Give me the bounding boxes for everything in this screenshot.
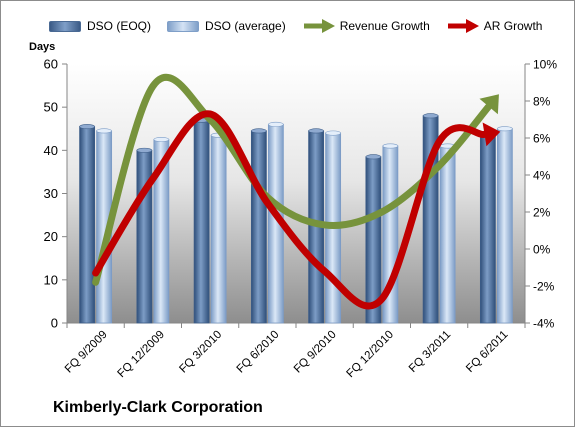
legend-item-dso-eoq: DSO (EOQ) xyxy=(49,19,151,33)
legend-label-dso-eoq: DSO (EOQ) xyxy=(87,19,152,33)
x-tick-label: FQ 3/2010 xyxy=(177,329,224,376)
bar-dso-eoq xyxy=(79,126,96,324)
chart-title: Kimberly-Clark Corporation xyxy=(53,399,263,416)
y-tick-label-left: 20 xyxy=(44,229,58,244)
y-tick-label-left: 50 xyxy=(44,100,58,115)
bar-top-dso-eoq xyxy=(251,128,267,134)
bar-dso-eoq xyxy=(250,130,267,324)
y-tick-label-left: 10 xyxy=(44,272,58,287)
bar-dso-average xyxy=(210,134,227,324)
arrowhead-revenue-growth xyxy=(479,94,499,115)
bar-top-dso-eoq xyxy=(79,124,95,130)
y-tick-label-right: -4% xyxy=(533,317,555,331)
legend-label-dso-average: DSO (average) xyxy=(205,19,286,33)
y-axis-label: Days xyxy=(29,41,56,53)
bar-top-dso-average xyxy=(497,126,513,132)
y-tick-label-right: 2% xyxy=(533,206,551,220)
legend-arrow-ar-icon xyxy=(447,19,479,33)
bar-top-dso-eoq xyxy=(136,147,153,153)
bar-dso-average xyxy=(496,128,513,324)
bar-top-dso-average xyxy=(325,130,341,136)
y-tick-label-left: 0 xyxy=(51,316,58,331)
y-tick-label-right: 4% xyxy=(533,169,551,183)
x-tick-label: FQ 12/2010 xyxy=(345,329,396,380)
legend-label-ar-growth: AR Growth xyxy=(483,19,543,33)
legend-item-revenue-growth: Revenue Growth xyxy=(302,18,430,34)
y-tick-label-left: 40 xyxy=(44,143,58,158)
bar-top-dso-eoq xyxy=(422,113,439,119)
x-tick-label: FQ 3/2011 xyxy=(407,329,453,375)
legend-arrow-revenue-icon xyxy=(303,19,335,33)
line-ar-growth xyxy=(92,110,488,310)
bar-dso-eoq xyxy=(193,119,210,324)
bar-top-dso-average xyxy=(153,137,170,143)
bar-dso-average xyxy=(439,145,456,324)
bar-top-dso-average xyxy=(268,121,284,127)
legend-swatch-dso-eoq xyxy=(49,20,81,32)
legend-item-dso-average: DSO (average) xyxy=(167,19,286,33)
y-tick-label-left: 30 xyxy=(44,186,58,201)
y-tick-label-right: 0% xyxy=(533,243,551,257)
x-tick-label: FQ 6/2011 xyxy=(464,329,510,375)
y-tick-label-right: 6% xyxy=(533,132,551,146)
y-tick-label-right: -2% xyxy=(533,280,555,294)
x-tick-label: FQ 9/2009 xyxy=(63,329,110,376)
y-tick-label-left: 60 xyxy=(44,57,58,72)
bar-top-dso-average xyxy=(96,128,112,134)
bar-dso-eoq xyxy=(479,132,496,324)
y-tick-label-right: 10% xyxy=(533,58,557,72)
bar-top-dso-average xyxy=(382,143,399,149)
legend-item-ar-growth: AR Growth xyxy=(446,18,543,34)
x-tick-label: FQ 12/2009 xyxy=(116,329,167,380)
legend-swatch-dso-average xyxy=(167,20,200,32)
legend: DSO (EOQ) DSO (average) Revenue Growth A… xyxy=(49,15,558,37)
bar-dso-eoq xyxy=(136,149,153,324)
x-tick-label: FQ 9/2010 xyxy=(292,329,339,376)
y-tick-label-right: 8% xyxy=(533,95,551,109)
legend-label-revenue-growth: Revenue Growth xyxy=(339,19,430,33)
bar-top-dso-eoq xyxy=(365,154,382,160)
x-tick-label: FQ 6/2010 xyxy=(235,329,282,376)
arrowhead-ar-growth xyxy=(482,122,501,147)
bar-top-dso-eoq xyxy=(308,128,324,134)
plot-area xyxy=(67,64,525,323)
